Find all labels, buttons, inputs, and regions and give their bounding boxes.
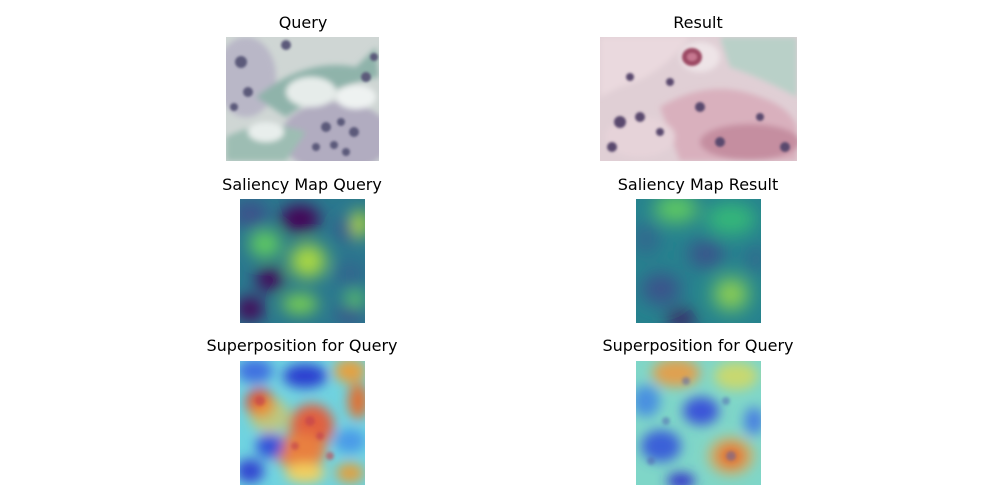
superposition-result-image bbox=[636, 361, 761, 485]
panel-title-saliency-result: Saliency Map Result bbox=[617, 175, 779, 194]
saliency-map-result bbox=[636, 199, 761, 323]
panel-title-superposition-query: Superposition for Query bbox=[206, 336, 398, 355]
panel-title-query: Query bbox=[278, 13, 328, 32]
panel-title-result: Result bbox=[673, 13, 723, 32]
query-tissue-image bbox=[226, 37, 379, 161]
result-tissue-image bbox=[600, 37, 797, 161]
superposition-query-image bbox=[240, 361, 365, 485]
panel-title-superposition-result: Superposition for Query bbox=[602, 336, 794, 355]
saliency-map-query bbox=[240, 199, 365, 323]
panel-title-saliency-query: Saliency Map Query bbox=[222, 175, 382, 194]
